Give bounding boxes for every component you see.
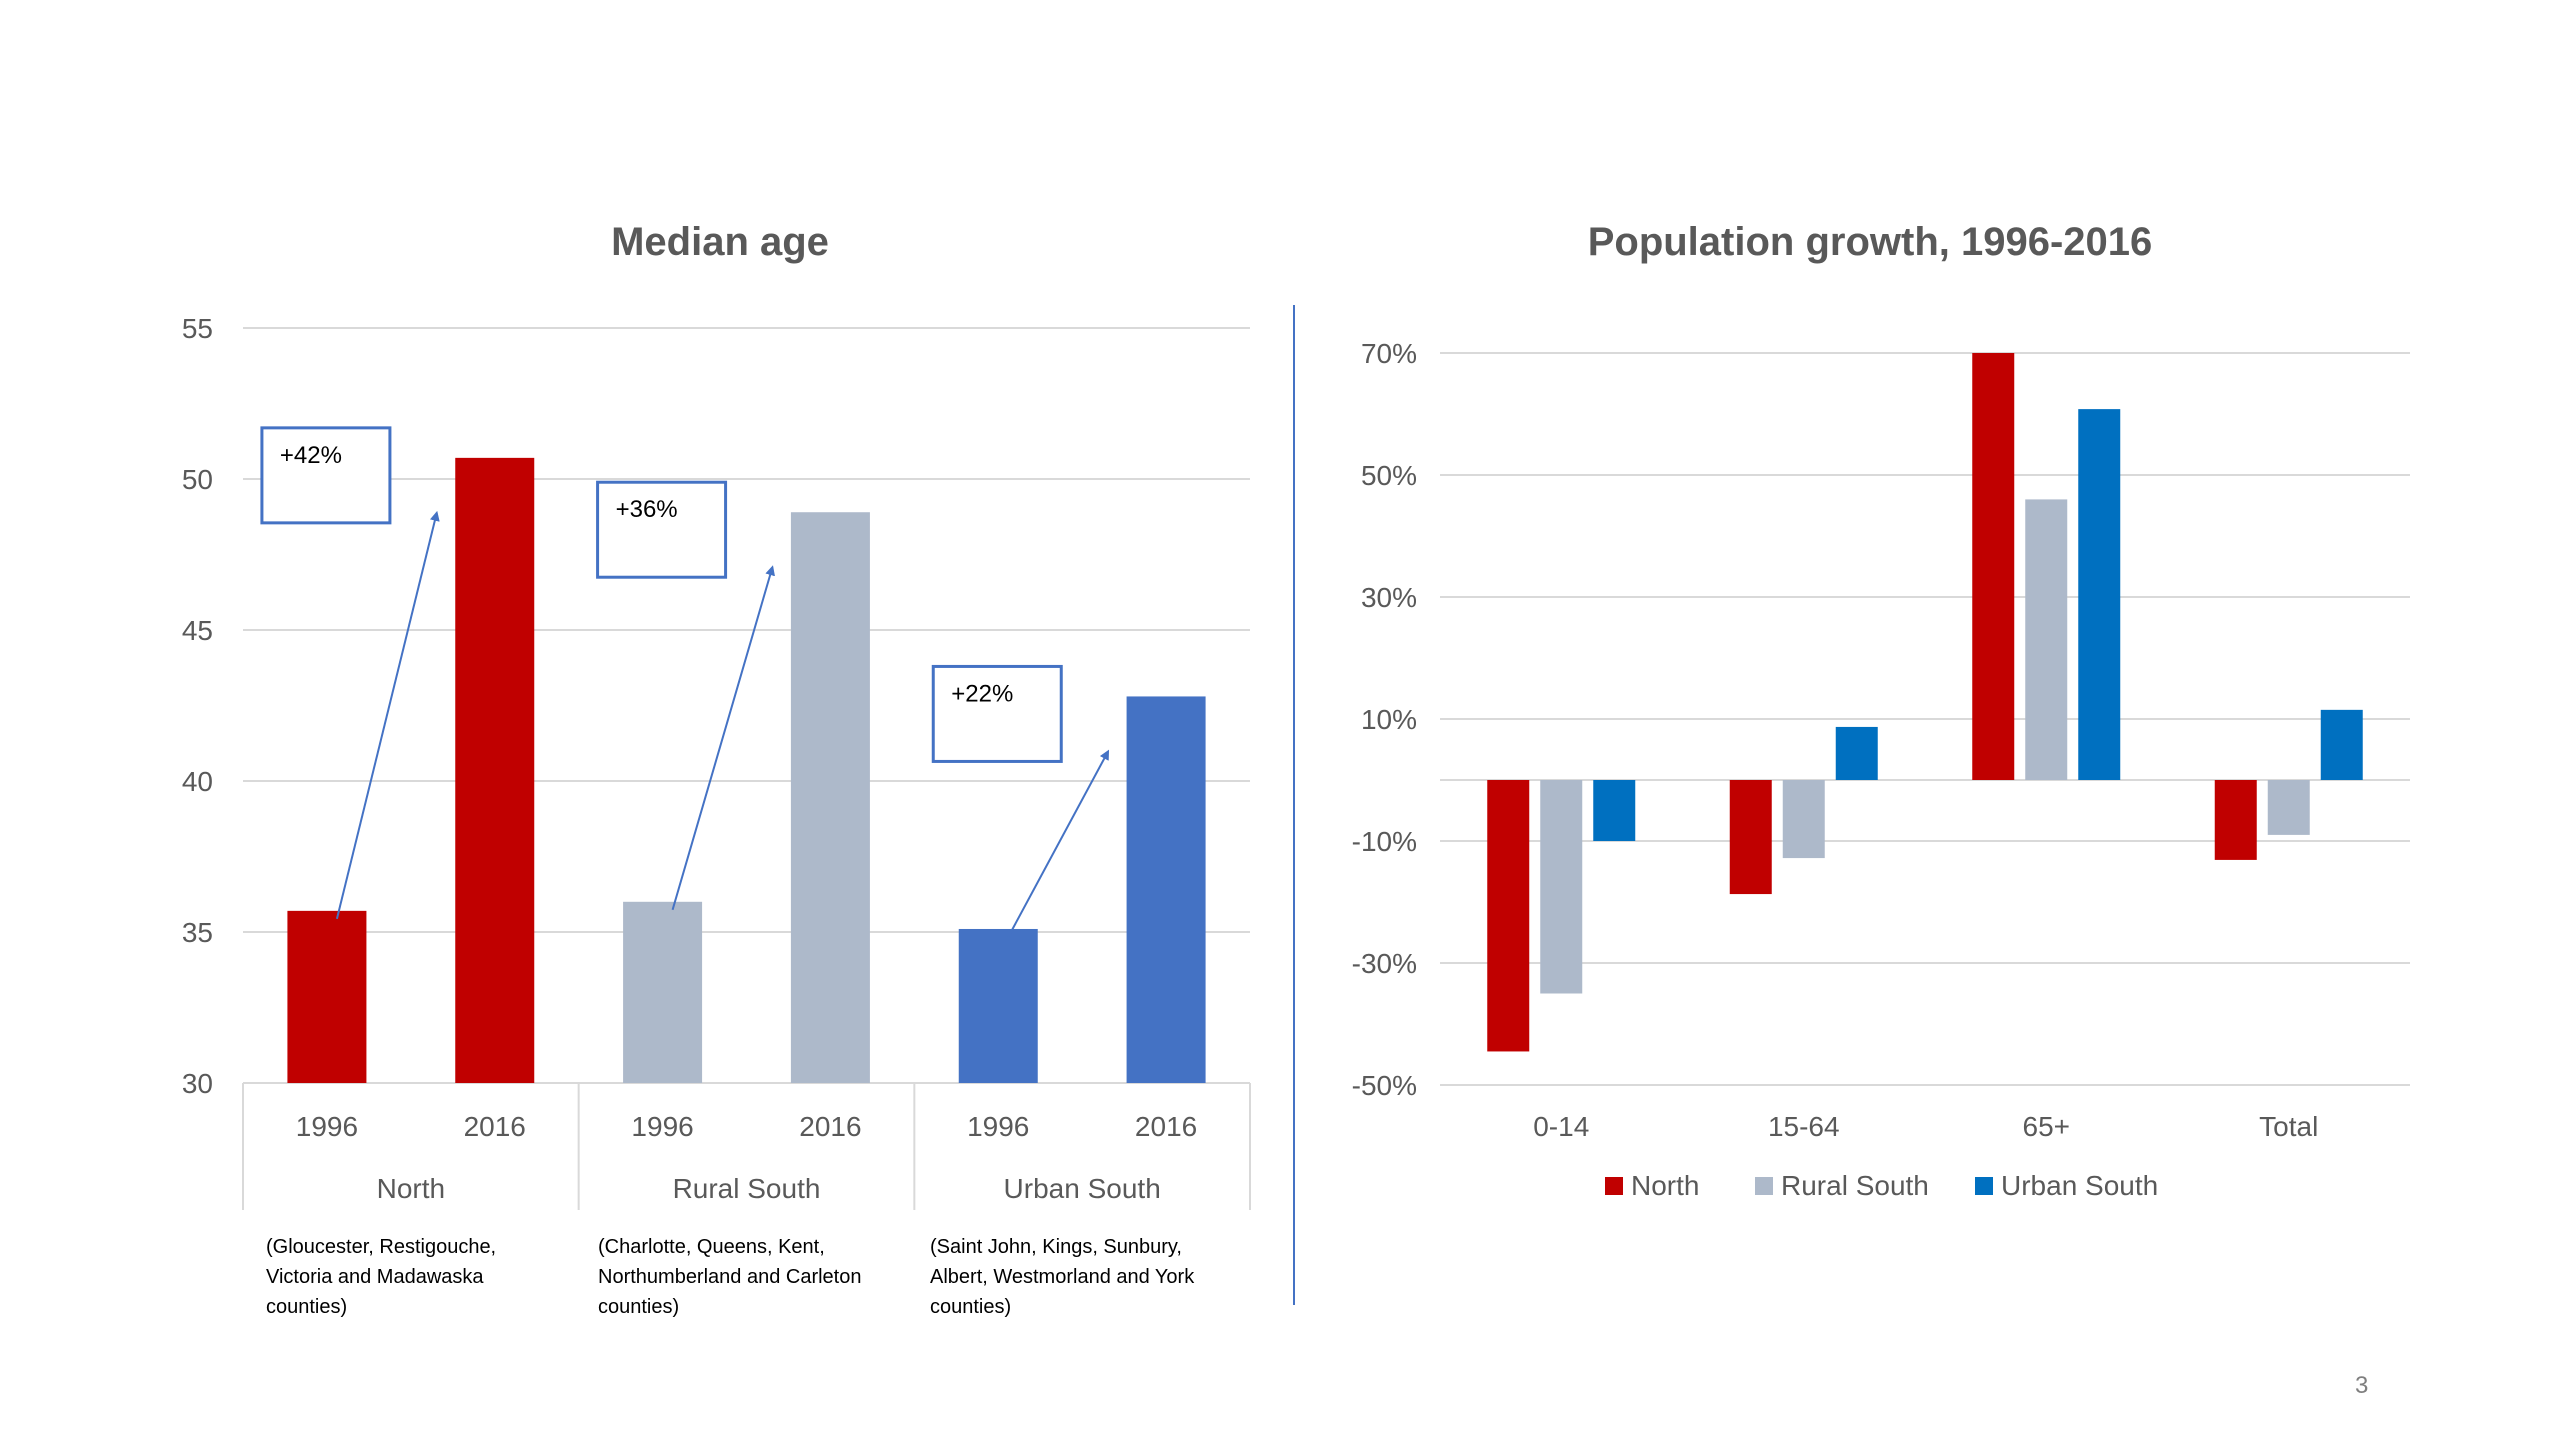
y-tick-label: -10% — [1352, 826, 1417, 857]
x-tick-label: 2016 — [799, 1111, 861, 1142]
north-counties-note: (Gloucester, Restigouche, Victoria and M… — [266, 1236, 497, 1318]
page-number: 3 — [2355, 1372, 2369, 1399]
group-label: Urban South — [1004, 1173, 1161, 1204]
y-tick-label: 35 — [182, 917, 213, 948]
annotation-label: +42% — [280, 442, 342, 469]
urban-south-counties-note: (Saint John, Kings, Sunbury, Albert, Wes… — [930, 1236, 1195, 1318]
legend-swatch — [1755, 1177, 1773, 1195]
population-growth-chart: -50% -30% -10% 10% 30% 50% 70% 0-14 15-64 65+ Tota… — [1352, 338, 2410, 1201]
bar — [455, 457, 535, 1083]
legend-swatch — [1975, 1177, 1993, 1195]
y-tick-label: 55 — [182, 313, 213, 344]
y-tick-label: 50% — [1361, 460, 1417, 491]
bar — [1126, 696, 1206, 1083]
legend-label: North — [1631, 1170, 1699, 1201]
bar — [2078, 409, 2121, 780]
legend-swatch — [1605, 1177, 1623, 1195]
y-tick-label: -50% — [1352, 1070, 1417, 1101]
chart-divider — [1293, 305, 1295, 1305]
growth-arrow — [335, 510, 440, 920]
x-tick-label: 1996 — [296, 1111, 358, 1142]
annotation-box — [931, 664, 1063, 763]
y-tick-label: 10% — [1361, 704, 1417, 735]
annotation-label: +22% — [951, 680, 1013, 707]
y-tick-label: 40 — [182, 766, 213, 797]
y-tick-label: 45 — [182, 615, 213, 646]
x-tick-label: 65+ — [2023, 1111, 2071, 1142]
x-tick-label: 1996 — [631, 1111, 693, 1142]
annotation-label: +36% — [616, 496, 678, 523]
bar — [2320, 709, 2363, 780]
population-growth-title: Population growth, 1996-2016 — [1587, 220, 2153, 264]
bar — [790, 512, 870, 1083]
bar — [2025, 499, 2068, 780]
annotation-box — [260, 426, 392, 525]
group-label: Rural South — [673, 1173, 821, 1204]
annotation-box — [596, 480, 728, 579]
growth-arrow — [1007, 749, 1110, 938]
legend-label: Rural South — [1781, 1170, 1929, 1201]
bar — [1972, 353, 2015, 780]
bar — [1782, 780, 1825, 859]
growth-arrow — [671, 565, 775, 911]
bar — [623, 901, 703, 1083]
x-tick-label: 2016 — [1135, 1111, 1197, 1142]
bar — [1835, 726, 1878, 780]
bar — [1540, 780, 1583, 994]
bar — [2214, 780, 2257, 860]
bar — [287, 910, 367, 1083]
y-tick-label: 70% — [1361, 338, 1417, 369]
x-tick-label: 0-14 — [1533, 1111, 1589, 1142]
x-tick-label: Total — [2259, 1111, 2318, 1142]
bar — [1593, 780, 1636, 841]
bar — [1487, 780, 1530, 1052]
median-age-chart: 30 35 40 45 50 55 1996 2016 North +42% 1996 2016 Rur… — [182, 313, 1251, 1210]
x-tick-label: 15-64 — [1768, 1111, 1840, 1142]
legend-label: Urban South — [2001, 1170, 2158, 1201]
median-age-title: Median age — [611, 220, 829, 264]
group-label: North — [377, 1173, 445, 1204]
y-tick-label: 30 — [182, 1068, 213, 1099]
y-tick-label: -30% — [1352, 948, 1417, 979]
rural-south-counties-note: (Charlotte, Queens, Kent, Northumberland… — [598, 1236, 862, 1318]
x-tick-label: 2016 — [464, 1111, 526, 1142]
bar — [2267, 780, 2310, 835]
y-tick-label: 30% — [1361, 582, 1417, 613]
x-tick-label: 1996 — [967, 1111, 1029, 1142]
bar — [1729, 780, 1772, 895]
bar — [958, 928, 1038, 1083]
y-tick-label: 50 — [182, 464, 213, 495]
